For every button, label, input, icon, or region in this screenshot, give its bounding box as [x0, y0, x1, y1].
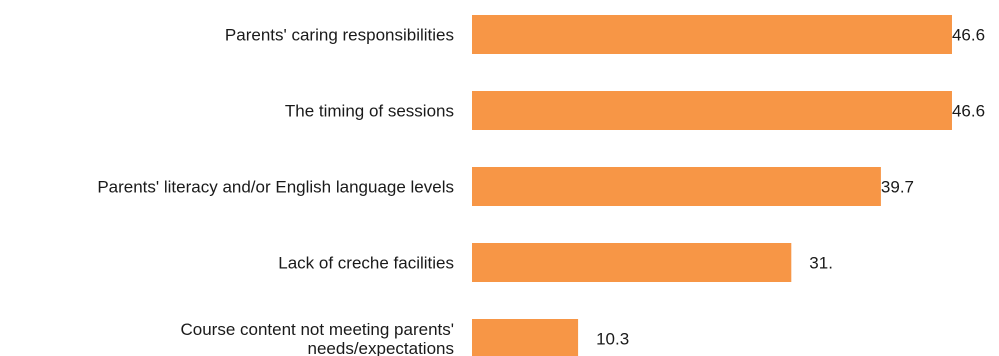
category-label-line: Parents' caring responsibilities: [225, 26, 454, 45]
category-label-line: needs/expectations: [308, 339, 455, 356]
category-label-line: Lack of creche facilities: [278, 254, 454, 273]
value-label-1: 46.6: [952, 26, 985, 45]
bar-5: [472, 319, 579, 356]
bar-3: [472, 167, 881, 206]
bar-1: [472, 15, 952, 54]
value-labels-group: 46.6 46.6 39.7 31. 10.3: [596, 26, 985, 349]
category-label-2: The timing of sessions: [285, 102, 454, 121]
category-label-4: Lack of creche facilities: [278, 254, 454, 273]
category-label-3: Parents' literacy and/or English languag…: [97, 178, 454, 197]
bar-2: [472, 91, 952, 130]
value-label-5: 10.3: [596, 330, 629, 349]
bars-group: [472, 15, 952, 356]
bar-4: [472, 243, 792, 282]
value-label-2: 46.6: [952, 102, 985, 121]
category-label-line: The timing of sessions: [285, 102, 454, 121]
category-label-line: Course content not meeting parents': [180, 320, 454, 339]
category-label-5: Course content not meeting parents' needs…: [180, 320, 454, 356]
value-label-3: 39.7: [881, 178, 914, 197]
category-label-line: Parents' literacy and/or English languag…: [97, 178, 454, 197]
value-label-4: 31.: [809, 254, 833, 273]
category-labels-group: Parents' caring responsibilities The timi…: [97, 26, 454, 356]
category-label-1: Parents' caring responsibilities: [225, 26, 454, 45]
